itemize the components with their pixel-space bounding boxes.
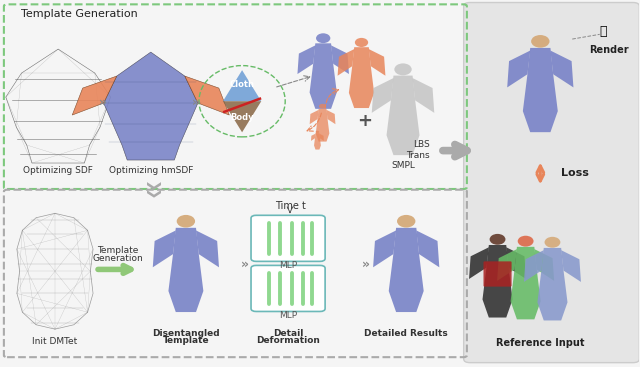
Text: LBS
Trans: LBS Trans [406,140,430,160]
Polygon shape [316,109,330,142]
Polygon shape [373,230,396,267]
Ellipse shape [319,104,326,109]
Polygon shape [483,245,513,317]
Text: Optimizing hmSDF: Optimizing hmSDF [109,166,193,175]
FancyBboxPatch shape [251,265,325,312]
Polygon shape [326,110,335,124]
Polygon shape [469,247,489,279]
Polygon shape [413,78,435,113]
Text: Cloth: Cloth [230,80,255,88]
Ellipse shape [531,35,550,48]
Ellipse shape [394,63,412,75]
Polygon shape [338,49,354,76]
Polygon shape [72,76,116,115]
Polygon shape [524,250,544,282]
Polygon shape [319,134,324,141]
Text: Template: Template [163,336,209,345]
Text: MLP: MLP [279,261,297,270]
Text: ❯: ❯ [144,181,158,193]
Text: Init DMTet: Init DMTet [33,337,77,346]
Text: Loss: Loss [561,168,589,178]
Polygon shape [185,76,229,115]
Ellipse shape [518,236,534,247]
Polygon shape [538,248,568,320]
Ellipse shape [397,215,415,228]
Text: »: » [99,96,107,109]
Text: Template: Template [97,246,138,255]
Polygon shape [561,250,581,282]
Polygon shape [417,230,439,267]
Ellipse shape [545,237,561,248]
Polygon shape [314,133,321,150]
Polygon shape [331,46,349,74]
Polygon shape [387,76,420,155]
Text: MLP: MLP [279,311,297,320]
Text: 📷: 📷 [600,25,607,38]
Text: »: » [362,258,370,271]
Text: SMPL: SMPL [391,161,415,170]
Polygon shape [497,249,517,281]
Ellipse shape [177,215,195,228]
Text: Template Generation: Template Generation [21,9,138,19]
Polygon shape [104,52,198,160]
Text: Body: Body [230,113,254,122]
Text: Reference Input: Reference Input [496,338,584,348]
Polygon shape [223,101,261,132]
Text: Detailed Results: Detailed Results [364,329,448,338]
Polygon shape [310,43,337,109]
Text: +: + [357,112,372,130]
Polygon shape [534,249,554,281]
Polygon shape [388,228,424,312]
FancyBboxPatch shape [251,215,325,261]
Polygon shape [508,51,530,87]
Polygon shape [550,51,573,87]
Polygon shape [153,230,176,267]
Polygon shape [349,47,374,108]
Polygon shape [523,48,558,132]
Text: Generation: Generation [92,254,143,262]
Polygon shape [168,228,204,312]
Text: Detail: Detail [273,329,303,338]
Text: »: » [241,258,249,271]
FancyBboxPatch shape [464,3,639,363]
Text: »: » [191,96,200,109]
Polygon shape [311,134,316,141]
Text: ❯: ❯ [144,189,158,201]
Polygon shape [506,247,526,279]
Polygon shape [372,78,394,113]
Text: Deformation: Deformation [256,336,320,345]
Polygon shape [310,110,319,124]
FancyBboxPatch shape [483,261,511,287]
Text: Disentangled: Disentangled [152,329,220,338]
Polygon shape [298,46,316,74]
Text: Render: Render [589,45,628,55]
Polygon shape [369,49,385,76]
Text: Time t: Time t [275,201,305,211]
Polygon shape [511,247,541,319]
Text: Optimizing SDF: Optimizing SDF [23,166,93,175]
Ellipse shape [316,33,330,43]
Ellipse shape [355,38,368,47]
Polygon shape [196,230,219,267]
Ellipse shape [316,131,319,133]
Polygon shape [223,70,261,101]
Ellipse shape [490,234,506,245]
